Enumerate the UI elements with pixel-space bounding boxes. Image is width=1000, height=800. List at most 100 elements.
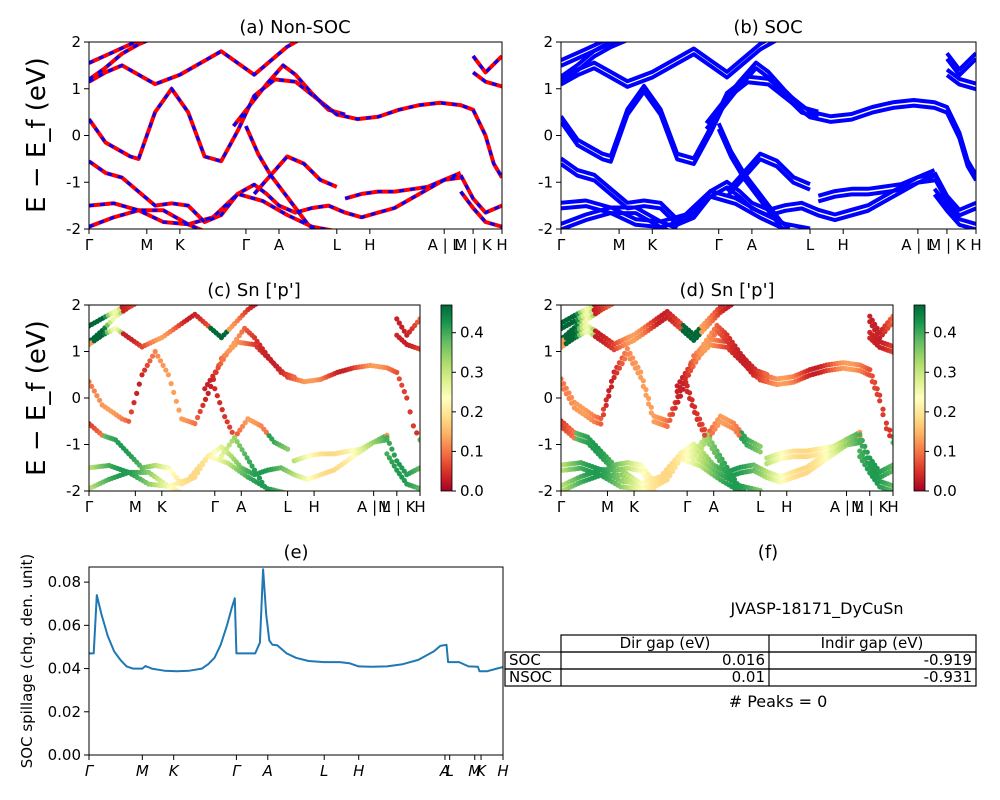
colorbar-tick-label: 0.0 <box>460 482 484 500</box>
panel-c-colorbar-ticks: 0.0 0.1 0.2 0.3 0.4 <box>452 324 484 500</box>
band-point <box>890 467 893 474</box>
band-point <box>859 458 865 464</box>
band-point <box>872 385 878 391</box>
band-point <box>694 416 700 422</box>
table-header-dir-gap: Dir gap (eV) <box>620 634 711 652</box>
band-point <box>677 393 684 399</box>
band-line-red <box>89 77 502 179</box>
band-point <box>561 376 564 382</box>
band-point <box>152 348 158 355</box>
band-point <box>627 356 633 362</box>
table-row-soc-indir: -0.919 <box>924 651 972 669</box>
band-point <box>285 446 291 452</box>
band-point <box>764 371 770 377</box>
y-tick-label: 1 <box>543 343 553 361</box>
band-line-soc <box>561 42 607 63</box>
band-point <box>214 393 220 399</box>
band-point <box>646 401 652 407</box>
x-tick-label: K <box>647 236 658 254</box>
band-point <box>600 298 605 303</box>
band-point <box>133 298 138 303</box>
band-point <box>407 409 413 415</box>
band-line-soc <box>561 205 678 229</box>
band-point <box>257 342 263 348</box>
band-line-soc <box>932 187 976 226</box>
band-point <box>176 489 182 491</box>
band-point <box>712 426 718 432</box>
band-point <box>223 352 229 358</box>
band-point <box>693 452 700 458</box>
band-point <box>401 328 407 334</box>
band-point <box>256 475 263 481</box>
band-point <box>124 305 130 308</box>
band-point <box>864 466 870 472</box>
band-point <box>697 422 703 428</box>
band-point <box>244 455 250 461</box>
band-point <box>94 393 100 399</box>
x-tick-label: K <box>169 762 180 780</box>
x-tick-label: A | L <box>357 498 391 516</box>
table-row-soc-label: SOC <box>509 651 541 669</box>
band-point <box>724 470 730 476</box>
band-point <box>212 386 218 392</box>
band-point <box>677 384 683 390</box>
band-point <box>139 298 144 303</box>
band-point <box>227 424 233 430</box>
band-point <box>728 305 734 308</box>
band-point <box>701 441 708 447</box>
band-line-soc <box>561 80 976 182</box>
x-tick-label: H <box>364 236 375 254</box>
band-point <box>563 391 569 397</box>
band-point <box>171 389 177 395</box>
table-row-soc-dir: 0.016 <box>722 651 765 669</box>
y-tick-label: 0.06 <box>48 616 81 634</box>
band-point <box>202 396 209 402</box>
x-tick-label: K <box>157 498 168 516</box>
band-point <box>160 362 166 368</box>
band-point <box>254 471 260 477</box>
x-tick-label: H <box>781 498 792 516</box>
panel-d-colorbar-ticks: 0.0 0.1 0.2 0.3 0.4 <box>925 324 957 500</box>
band-point <box>664 423 670 429</box>
band-point <box>561 381 564 388</box>
band-point <box>859 443 865 449</box>
ylabel-middle: E − E_f (eV) <box>22 320 52 476</box>
band-point <box>279 489 285 491</box>
x-tick-label: M <box>136 762 149 780</box>
panel-f: (f) JVASP-18171_DyCuSn Dir gap (eV) Indi… <box>504 542 977 711</box>
band-point <box>695 355 702 361</box>
band-point <box>609 296 614 301</box>
band-point <box>880 406 886 412</box>
band-point <box>389 446 395 452</box>
x-tick-label: L <box>333 236 342 254</box>
band-point <box>603 402 609 408</box>
band-point <box>215 365 221 371</box>
y-tick-label: -2 <box>538 482 553 500</box>
band-point <box>711 332 718 338</box>
band-point <box>410 423 416 429</box>
band-point <box>687 368 694 374</box>
band-point <box>566 395 572 402</box>
band-point <box>709 445 715 452</box>
band-point <box>89 379 92 385</box>
band-point <box>598 421 604 427</box>
y-tick-label: 0.00 <box>48 746 81 764</box>
band-point <box>218 361 224 367</box>
band-point <box>685 372 691 378</box>
band-point <box>224 446 230 452</box>
band-line-soc <box>561 156 935 222</box>
band-point <box>734 486 740 491</box>
band-point <box>719 462 725 468</box>
x-tick-label: Γ <box>85 236 94 254</box>
y-tick-label: -1 <box>538 436 553 454</box>
y-tick-label: 1 <box>71 343 81 361</box>
band-point <box>399 324 405 330</box>
band-point <box>643 489 649 491</box>
band-point <box>202 386 208 392</box>
band-point <box>259 346 265 352</box>
x-tick-label: A <box>709 498 720 516</box>
band-point <box>867 319 873 325</box>
x-tick-label: Γ <box>211 498 220 516</box>
